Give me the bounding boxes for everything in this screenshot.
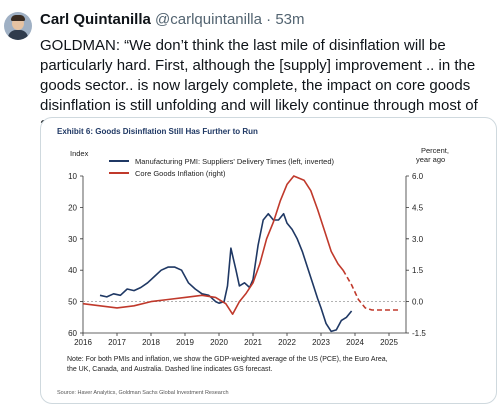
- series-line-1: [82, 175, 344, 315]
- left-tick-label: 60: [68, 329, 77, 338]
- x-tick-label: 2023: [312, 338, 330, 347]
- author-avatar[interactable]: [4, 12, 32, 40]
- x-tick-label: 2022: [278, 338, 296, 347]
- avatar-suit: [8, 30, 28, 40]
- right-tick-label: 0.0: [412, 298, 424, 307]
- x-tick-label: 2016: [74, 338, 92, 347]
- x-tick-label: 2020: [210, 338, 228, 347]
- avatar-hair: [11, 15, 25, 21]
- legend-label-inflation: Core Goods Inflation (right): [135, 169, 226, 178]
- left-tick-label: 30: [68, 235, 77, 244]
- chart-image-card[interactable]: Exhibit 6: Goods Disinflation Still Has …: [40, 117, 497, 404]
- x-tick-label: 2025: [380, 338, 398, 347]
- tweet-timestamp[interactable]: 53m: [275, 11, 305, 28]
- x-tick-label: 2021: [244, 338, 262, 347]
- x-tick-label: 2018: [142, 338, 160, 347]
- tweet-header: Carl Quintanilla @carlquintanilla · 53m: [40, 11, 305, 28]
- right-tick-label: -1.5: [412, 329, 426, 338]
- x-tick-label: 2017: [108, 338, 126, 347]
- author-name[interactable]: Carl Quintanilla: [40, 11, 151, 28]
- plot-area: 10 20 30 40 50 60 6.0 4.5 3.0 1.5 0.0 -1.5 2016 2017 2…: [68, 172, 426, 347]
- author-handle[interactable]: @carlquintanilla: [155, 11, 262, 28]
- right-tick-label: 4.5: [412, 203, 424, 212]
- right-tick-label: 1.5: [412, 266, 424, 275]
- x-tick-label: 2024: [346, 338, 364, 347]
- left-tick-label: 50: [68, 298, 77, 307]
- right-tick-label: 6.0: [412, 172, 424, 181]
- chart-note-line1: Note: For both PMIs and inflation, we sh…: [67, 356, 388, 363]
- left-axis-label: Index: [70, 149, 89, 158]
- separator-dot: ·: [261, 11, 276, 28]
- chart-note-line2: the UK, Canada, and Australia. Dashed li…: [67, 366, 273, 373]
- right-tick-label: 3.0: [412, 235, 424, 244]
- legend-label-pmi: Manufacturing PMI: Suppliers' Delivery T…: [135, 157, 335, 166]
- left-tick-label: 40: [68, 266, 77, 275]
- chart-source: Source: Haver Analytics, Goldman Sachs G…: [57, 390, 229, 396]
- right-axis-label-line2: year ago: [416, 155, 445, 164]
- chart-svg: Exhibit 6: Goods Disinflation Still Has …: [57, 127, 449, 396]
- chart-title: Exhibit 6: Goods Disinflation Still Has …: [57, 127, 258, 136]
- series-line-0: [99, 212, 353, 333]
- left-tick-label: 20: [68, 203, 77, 212]
- series-line-2: [342, 269, 400, 311]
- left-tick-label: 10: [68, 172, 77, 181]
- tweet-text: GOLDMAN: “We don’t think the last mile o…: [40, 37, 478, 134]
- right-axis-label-line1: Percent,: [421, 146, 449, 155]
- x-tick-label: 2019: [176, 338, 194, 347]
